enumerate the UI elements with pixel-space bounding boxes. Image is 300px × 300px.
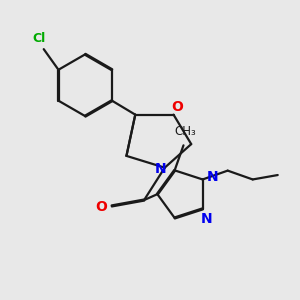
Text: N: N	[154, 162, 166, 176]
Text: Cl: Cl	[33, 32, 46, 45]
Text: N: N	[201, 212, 213, 226]
Text: N: N	[207, 169, 219, 184]
Text: O: O	[95, 200, 107, 214]
Text: O: O	[171, 100, 183, 114]
Text: CH₃: CH₃	[174, 125, 196, 138]
